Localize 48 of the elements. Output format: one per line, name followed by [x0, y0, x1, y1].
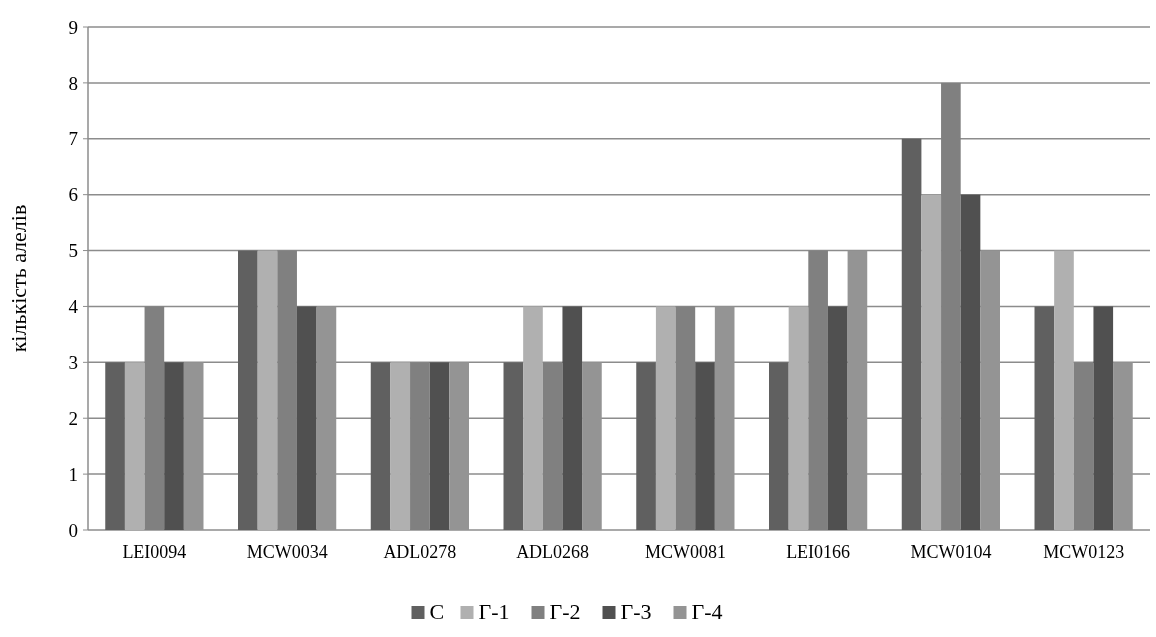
bar: [562, 306, 583, 530]
legend-label: C: [429, 599, 445, 624]
bar: [1093, 306, 1114, 530]
bar: [429, 362, 450, 530]
x-tick-label: LEI0166: [786, 542, 851, 562]
legend-label: Г-4: [691, 599, 723, 624]
x-tick-label: LEI0094: [122, 542, 187, 562]
bar: [655, 306, 676, 530]
x-tick-label: MCW0034: [246, 542, 328, 562]
bar: [788, 306, 809, 530]
x-tick-label: MCW0123: [1043, 542, 1125, 562]
x-tick-label: ADL0278: [383, 542, 457, 562]
y-tick-label: 7: [68, 128, 78, 150]
y-tick-label: 9: [68, 16, 78, 38]
y-tick-label: 0: [68, 519, 78, 541]
bar: [901, 138, 922, 530]
bar: [769, 362, 789, 530]
x-tick-label: MCW0104: [910, 542, 992, 562]
y-tick-label: 8: [68, 72, 78, 94]
bar: [124, 362, 145, 530]
bar: [960, 194, 981, 530]
y-tick-label: 4: [68, 296, 79, 318]
legend-label: Г-3: [620, 599, 652, 624]
y-tick-label: 3: [68, 351, 78, 373]
y-axis-title: кількість алелів: [6, 204, 31, 353]
bar: [636, 362, 656, 530]
bar: [695, 362, 715, 530]
bar: [1054, 250, 1074, 530]
bar: [827, 306, 848, 530]
y-tick-label: 1: [68, 463, 78, 485]
bar: [1034, 306, 1055, 530]
bar: [370, 362, 391, 530]
x-tick-label: ADL0268: [516, 542, 590, 562]
bar: [164, 362, 184, 530]
x-tick-label: MCW0081: [644, 542, 726, 562]
y-tick-label: 5: [68, 240, 78, 262]
bar: [238, 250, 258, 530]
bar: [523, 306, 543, 530]
bar: [296, 306, 317, 530]
legend-label: Г-2: [549, 599, 581, 624]
bar: [257, 250, 278, 530]
legend-label: Г-1: [478, 599, 510, 624]
bar: [105, 362, 125, 530]
bar: [921, 194, 942, 530]
y-tick-label: 6: [68, 184, 78, 206]
bar: [390, 362, 411, 530]
y-tick-label: 2: [68, 407, 78, 429]
bar: [503, 362, 524, 530]
